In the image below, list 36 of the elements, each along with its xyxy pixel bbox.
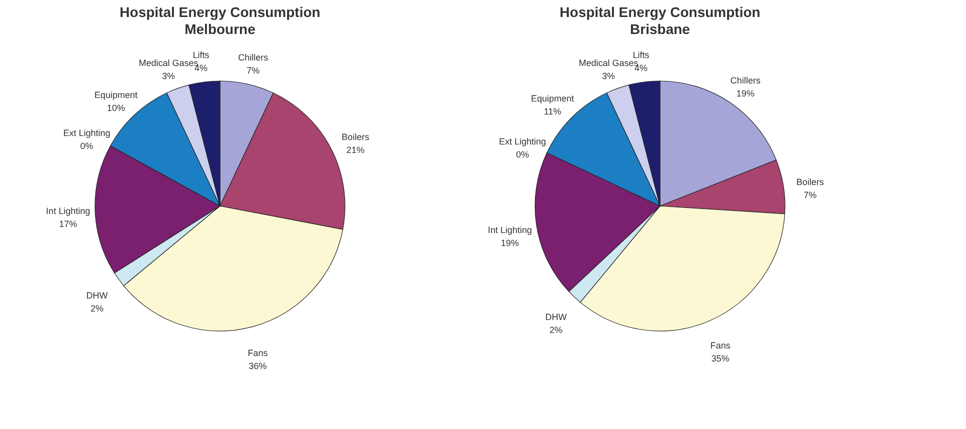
data-label: 19% (500, 238, 519, 248)
data-label: 3% (602, 70, 616, 81)
text: 0% (80, 140, 94, 151)
data-label: 3% (162, 70, 176, 81)
slice-label: Boilers (342, 132, 370, 142)
category-label: Ext Lighting (63, 128, 110, 138)
data-label: 21% (346, 144, 364, 155)
slice-label: Equipment (531, 94, 575, 104)
slice-label: DHW (86, 290, 108, 300)
data-label: 10% (106, 103, 125, 114)
data-label: 35% (711, 354, 730, 364)
slice-label: Equipment (94, 90, 138, 100)
chart-title: Hospital Energy Consumption (560, 4, 760, 20)
data-label: 11% (544, 106, 562, 117)
slice-label: Fans (710, 340, 731, 350)
slice-label: Lifts (192, 50, 210, 60)
slice-label: Boilers (796, 177, 824, 188)
data-label: 7% (804, 190, 817, 200)
data-label: 19% (736, 88, 754, 98)
data-label: 2% (549, 324, 562, 335)
chart-title: Hospital Energy Consumption (120, 4, 320, 20)
slice-label: Chillers (730, 75, 761, 86)
slice-label: Lifts (632, 50, 650, 60)
data-label: 7% (246, 66, 260, 76)
category-label: Ext Lighting (498, 136, 546, 146)
slice-label: Chillers (238, 52, 269, 63)
chart-subtitle: Melbourne (184, 21, 256, 37)
data-label: 2% (90, 303, 104, 314)
slice-label: DHW (545, 312, 568, 322)
data-label: 17% (59, 218, 78, 229)
text: 0% (516, 149, 529, 160)
chart-subtitle: Brisbane (630, 21, 690, 37)
slice-label: Fans (248, 348, 268, 358)
slice-label: Int Lighting (46, 206, 90, 216)
slice-label: Int Lighting (488, 224, 532, 235)
data-label: 36% (248, 361, 267, 372)
